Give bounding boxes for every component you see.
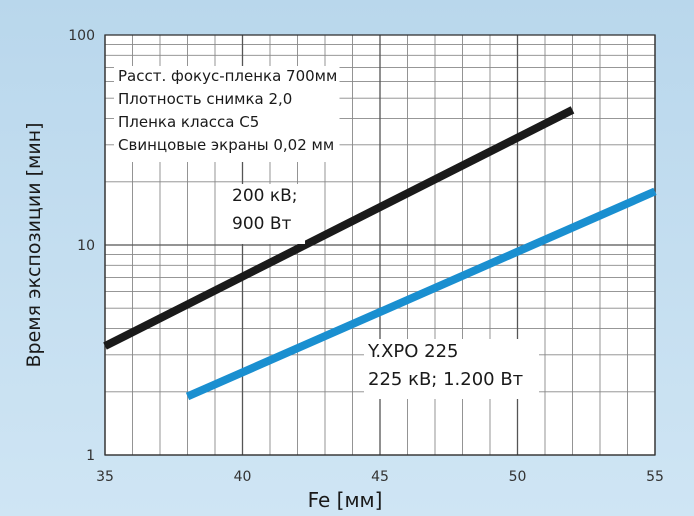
conditions-note-line: Пленка класса C5 <box>118 113 259 131</box>
series-lines <box>103 106 657 401</box>
x-tick-label: 35 <box>96 469 114 485</box>
x-axis-label: Fe [мм] <box>308 488 383 512</box>
series-label-2: Y.XPO 225 225 кВ; 1.200 Вт <box>364 339 540 399</box>
conditions-note: Расст. фокус-пленка 700мм Плотность снимк… <box>114 66 340 162</box>
plot-border <box>104 34 656 456</box>
tick-labels: 35 40 45 50 55 1 10 100 <box>68 28 664 485</box>
conditions-note-bg <box>114 66 340 162</box>
series-label-2-bg <box>364 339 540 399</box>
series-label-2-line: Y.XPO 225 <box>367 341 459 362</box>
x-tick-label: 45 <box>371 469 389 485</box>
series-label-1-line: 200 кВ; <box>232 186 298 206</box>
series-label-1: 200 кВ; 900 Вт <box>228 184 306 244</box>
series-label-1-line: 900 Вт <box>232 214 292 234</box>
y-tick-label: 100 <box>68 28 95 44</box>
y-tick-label: 1 <box>86 448 95 464</box>
series-label-1-bg <box>228 184 306 244</box>
x-tick-label: 40 <box>234 469 252 485</box>
conditions-note-line: Расст. фокус-пленка 700мм <box>118 67 337 85</box>
conditions-note-line: Свинцовые экраны 0,02 мм <box>118 136 334 154</box>
series-line-2 <box>185 187 657 401</box>
series-line-1 <box>103 106 575 350</box>
y-tick-label: 10 <box>77 238 95 254</box>
conditions-note-line: Плотность снимка 2,0 <box>118 90 292 108</box>
x-tick-label: 50 <box>509 469 527 485</box>
series-label-2-line: 225 кВ; 1.200 Вт <box>368 369 523 390</box>
y-axis-label: Время экспозиции [мин] <box>23 122 45 367</box>
x-tick-label: 55 <box>646 469 664 485</box>
annotations: Расст. фокус-пленка 700мм Плотность снимк… <box>114 66 540 399</box>
